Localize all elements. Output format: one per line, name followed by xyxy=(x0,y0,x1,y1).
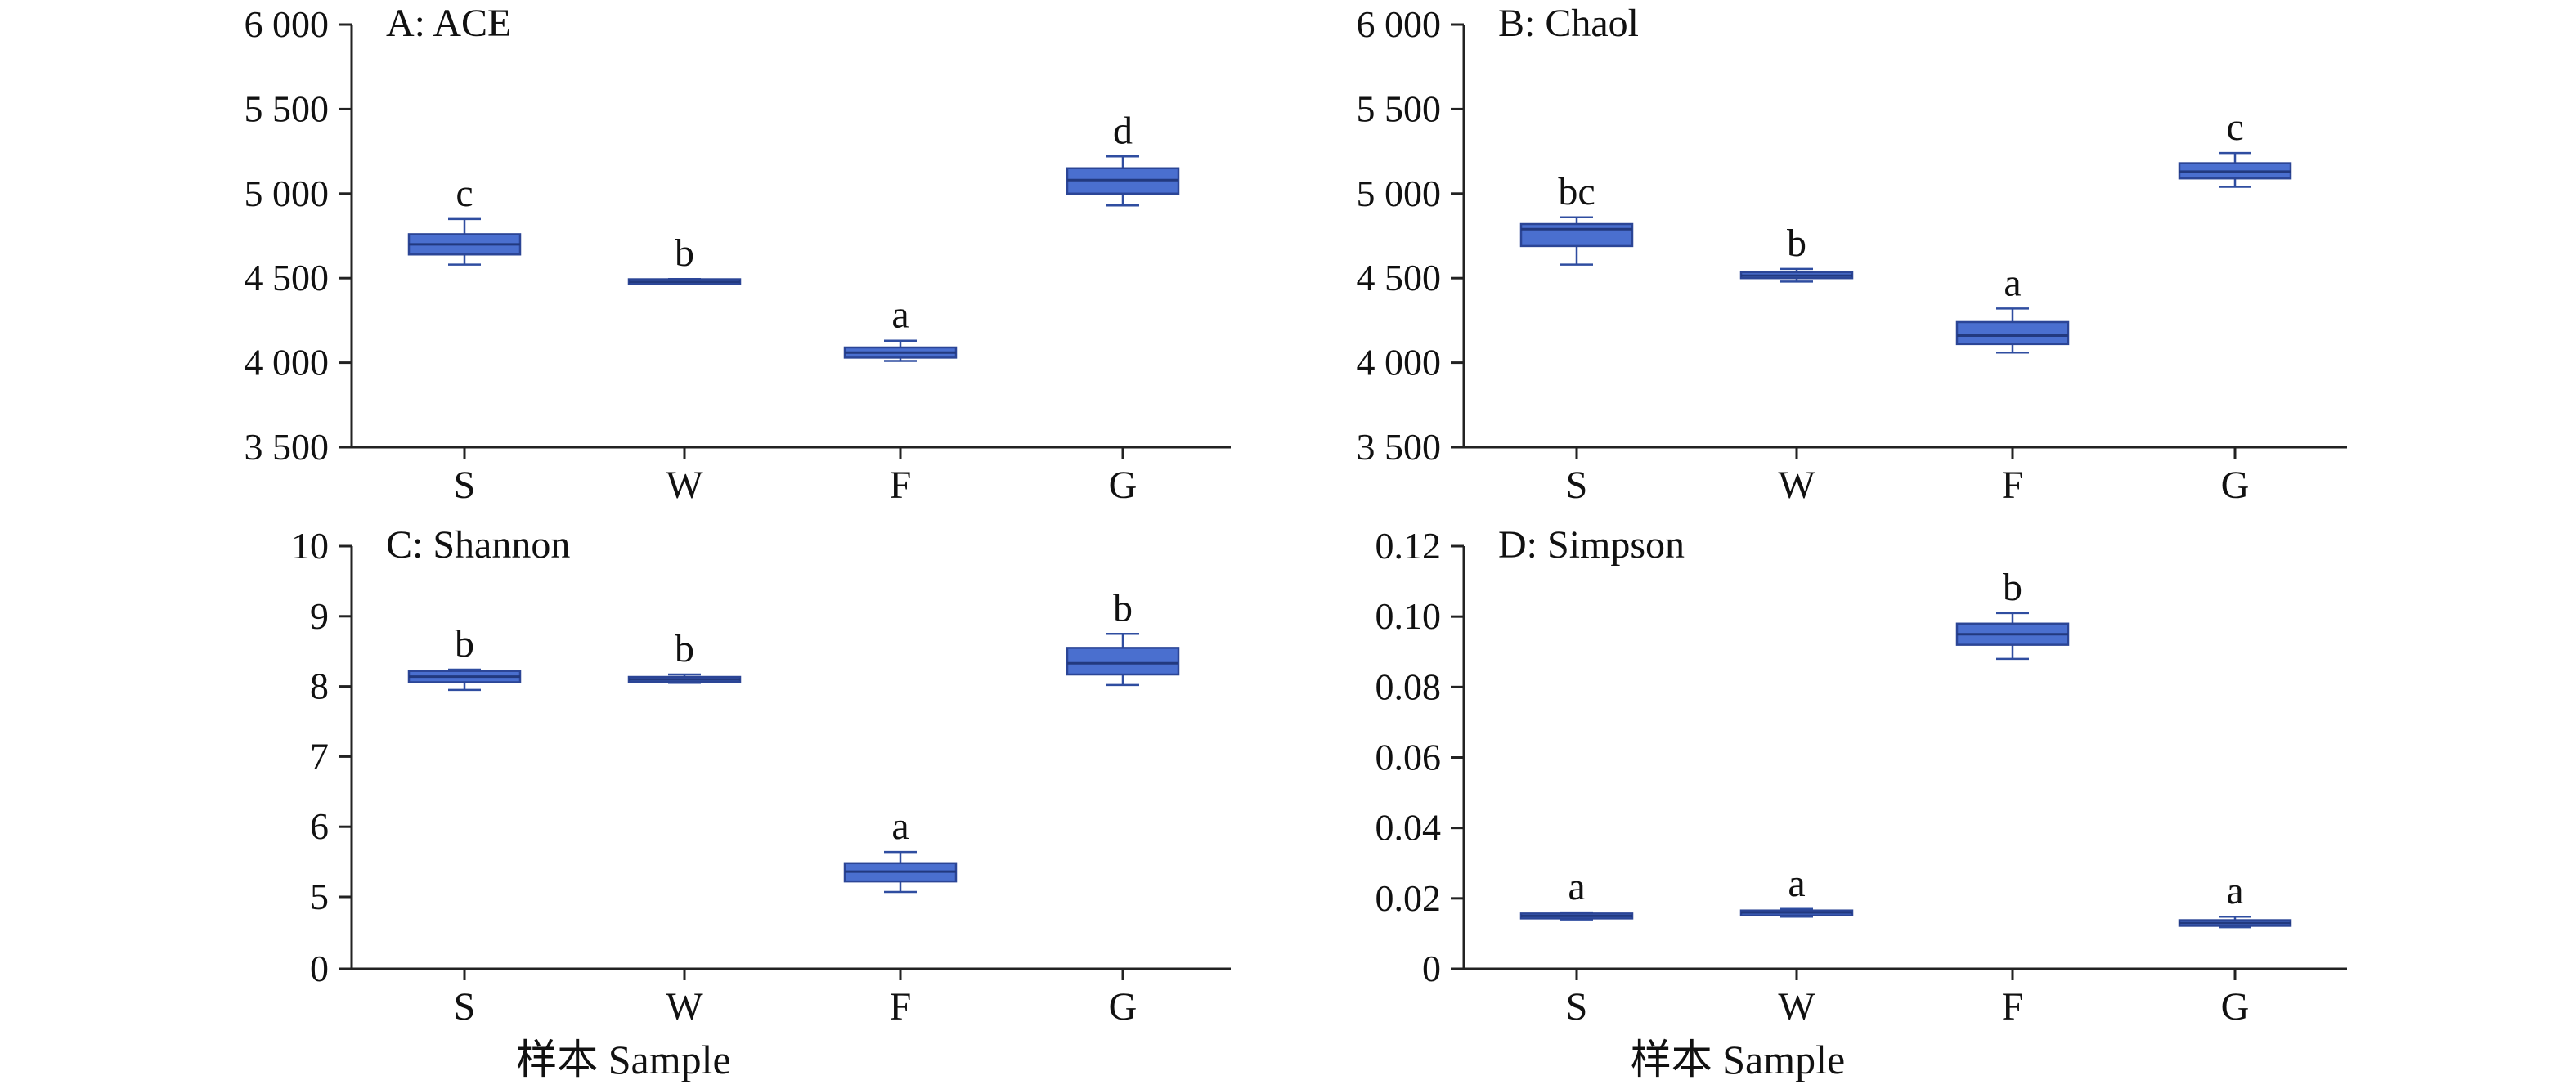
box-G: Gb xyxy=(1066,586,1180,1028)
box-F: Fa xyxy=(843,294,958,507)
y-tick-label: 0 xyxy=(310,948,329,989)
significance-letter: a xyxy=(2226,869,2243,912)
box-S: Sbc xyxy=(1519,170,1634,507)
box-F: Fa xyxy=(1955,261,2070,507)
panel-title: A: ACE xyxy=(386,2,511,45)
x-tick-label: S xyxy=(454,464,476,507)
x-tick-label: G xyxy=(1109,985,1138,1028)
panel-title: D: Simpson xyxy=(1498,523,1685,567)
box-W: Wb xyxy=(1739,222,1854,507)
y-tick-label: 0.08 xyxy=(1376,666,1442,707)
significance-letter: b xyxy=(675,231,694,275)
y-tick-label: 0.12 xyxy=(1376,525,1442,567)
box-S: Sc xyxy=(407,172,522,507)
y-tick-label: 0.10 xyxy=(1376,595,1442,637)
x-tick-label: F xyxy=(890,985,912,1028)
y-tick-label: 0.02 xyxy=(1376,877,1442,919)
significance-letter: a xyxy=(1788,862,1805,905)
iqr-box xyxy=(1066,647,1180,676)
y-tick-label: 3 500 xyxy=(245,426,330,468)
x-tick-label: F xyxy=(2002,985,2024,1028)
y-tick-label: 0 xyxy=(1422,948,1441,989)
panel-A: 3 500 4 000 4 500 5 000 5 500 6 000 A: ACE Sc Wb… xyxy=(245,2,1231,507)
iqr-box xyxy=(1519,222,1634,248)
y-tick-label: 4 500 xyxy=(245,257,330,298)
y-tick-label: 8 xyxy=(310,666,329,707)
panel-title: B: Chaol xyxy=(1498,2,1639,45)
significance-letter: bc xyxy=(1558,170,1595,213)
box-G: Gd xyxy=(1066,109,1180,507)
y-tick-label: 10 xyxy=(291,525,329,567)
x-tick-label: W xyxy=(1778,464,1815,507)
significance-letter: b xyxy=(675,627,694,670)
y-tick-label: 5 500 xyxy=(245,87,330,129)
significance-letter: b xyxy=(2003,566,2022,609)
significance-letter: a xyxy=(891,294,909,337)
iqr-box xyxy=(1955,320,2070,346)
x-tick-label: W xyxy=(666,985,703,1028)
significance-letter: a xyxy=(1568,865,1585,908)
x-tick-label: S xyxy=(1566,464,1588,507)
significance-letter: b xyxy=(1787,222,1806,265)
y-tick-label: 4 500 xyxy=(1357,257,1442,298)
x-axis-label: 样本 Sample xyxy=(516,1037,730,1082)
significance-letter: a xyxy=(2004,261,2021,304)
x-tick-label: F xyxy=(890,464,912,507)
significance-letter: b xyxy=(455,622,474,666)
panel-D: 00.020.040.060.080.100.12 D: SimpsonSaWaF… xyxy=(1376,523,2347,1082)
x-tick-label: W xyxy=(1778,985,1815,1028)
y-tick-label: 5 500 xyxy=(1357,87,1442,129)
panel-B: 3 500 4 000 4 500 5 000 5 500 6 000 B: Chaol Sb… xyxy=(1357,2,2347,507)
box-S: Sb xyxy=(407,622,522,1028)
significance-letter: b xyxy=(1113,586,1133,630)
x-axis-label: 样本 Sample xyxy=(1631,1037,1845,1082)
y-tick-label: 5 000 xyxy=(245,173,330,214)
y-tick-label: 6 000 xyxy=(1357,3,1442,45)
box-F: Fa xyxy=(843,804,958,1028)
box-W: Wb xyxy=(627,627,742,1028)
x-tick-label: S xyxy=(1566,985,1588,1028)
x-tick-label: G xyxy=(1109,464,1138,507)
box-W: Wa xyxy=(1739,862,1854,1028)
x-tick-label: G xyxy=(2221,464,2250,507)
x-tick-label: F xyxy=(2002,464,2024,507)
y-tick-label: 6 xyxy=(310,805,329,847)
x-tick-label: W xyxy=(666,464,703,507)
box-F: Fb xyxy=(1955,566,2070,1028)
panel-title: C: Shannon xyxy=(386,523,570,567)
y-tick-label: 0.04 xyxy=(1376,807,1442,849)
y-tick-label: 9 xyxy=(310,595,329,637)
y-tick-label: 5 000 xyxy=(1357,173,1442,214)
x-tick-label: G xyxy=(2221,985,2250,1028)
y-tick-label: 4 000 xyxy=(245,342,330,383)
y-tick-label: 5 xyxy=(310,876,329,917)
box-G: Gc xyxy=(2178,105,2292,507)
box-W: Wb xyxy=(627,231,742,507)
x-tick-label: S xyxy=(454,985,476,1028)
box-G: Ga xyxy=(2178,869,2292,1028)
significance-letter: a xyxy=(891,804,909,848)
y-tick-label: 0.06 xyxy=(1376,737,1442,778)
y-tick-label: 7 xyxy=(310,735,329,777)
significance-letter: d xyxy=(1113,109,1133,152)
significance-letter: c xyxy=(456,172,473,215)
y-tick-label: 3 500 xyxy=(1357,426,1442,468)
y-tick-label: 4 000 xyxy=(1357,342,1442,383)
significance-letter: c xyxy=(2226,105,2243,149)
y-tick-label: 6 000 xyxy=(245,3,330,45)
box-S: Sa xyxy=(1519,865,1634,1028)
